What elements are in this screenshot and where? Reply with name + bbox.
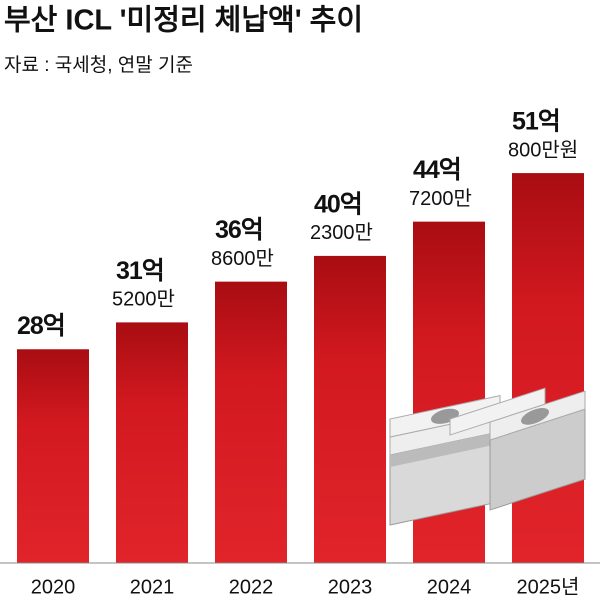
value-label: 7200만 <box>409 187 472 210</box>
x-tick-label: 2023 <box>328 576 373 598</box>
value-label: 31억 <box>116 257 164 285</box>
x-tick-label: 2022 <box>229 576 274 598</box>
bar <box>215 281 287 563</box>
value-label: 51억 <box>512 108 560 136</box>
x-tick-label: 2021 <box>130 576 175 598</box>
value-label: 36억 <box>215 216 263 244</box>
value-label: 28억 <box>17 312 65 340</box>
value-label: 2300만 <box>310 221 373 244</box>
value-label: 44억 <box>413 156 461 184</box>
x-tick-label: 2024 <box>427 576 472 598</box>
money-icon <box>389 387 586 526</box>
value-label: 5200만 <box>112 288 175 311</box>
value-label: 40억 <box>314 191 362 219</box>
x-tick-label: 2020 <box>31 576 76 598</box>
chart-title: 부산 ICL '미정리 체납액' 추이 <box>4 4 363 37</box>
x-tick-label: 2025년 <box>517 575 580 598</box>
value-label: 800만원 <box>508 138 578 161</box>
bar <box>116 322 188 563</box>
value-label: 8600만 <box>211 247 274 270</box>
bar <box>512 173 584 563</box>
plot: 2020 2021 2022 2023 2024 2025년 <box>17 173 584 598</box>
chart-subtitle: 자료 : 국세청, 연말 기준 <box>4 54 193 76</box>
bar <box>314 255 386 563</box>
bar <box>17 349 89 563</box>
